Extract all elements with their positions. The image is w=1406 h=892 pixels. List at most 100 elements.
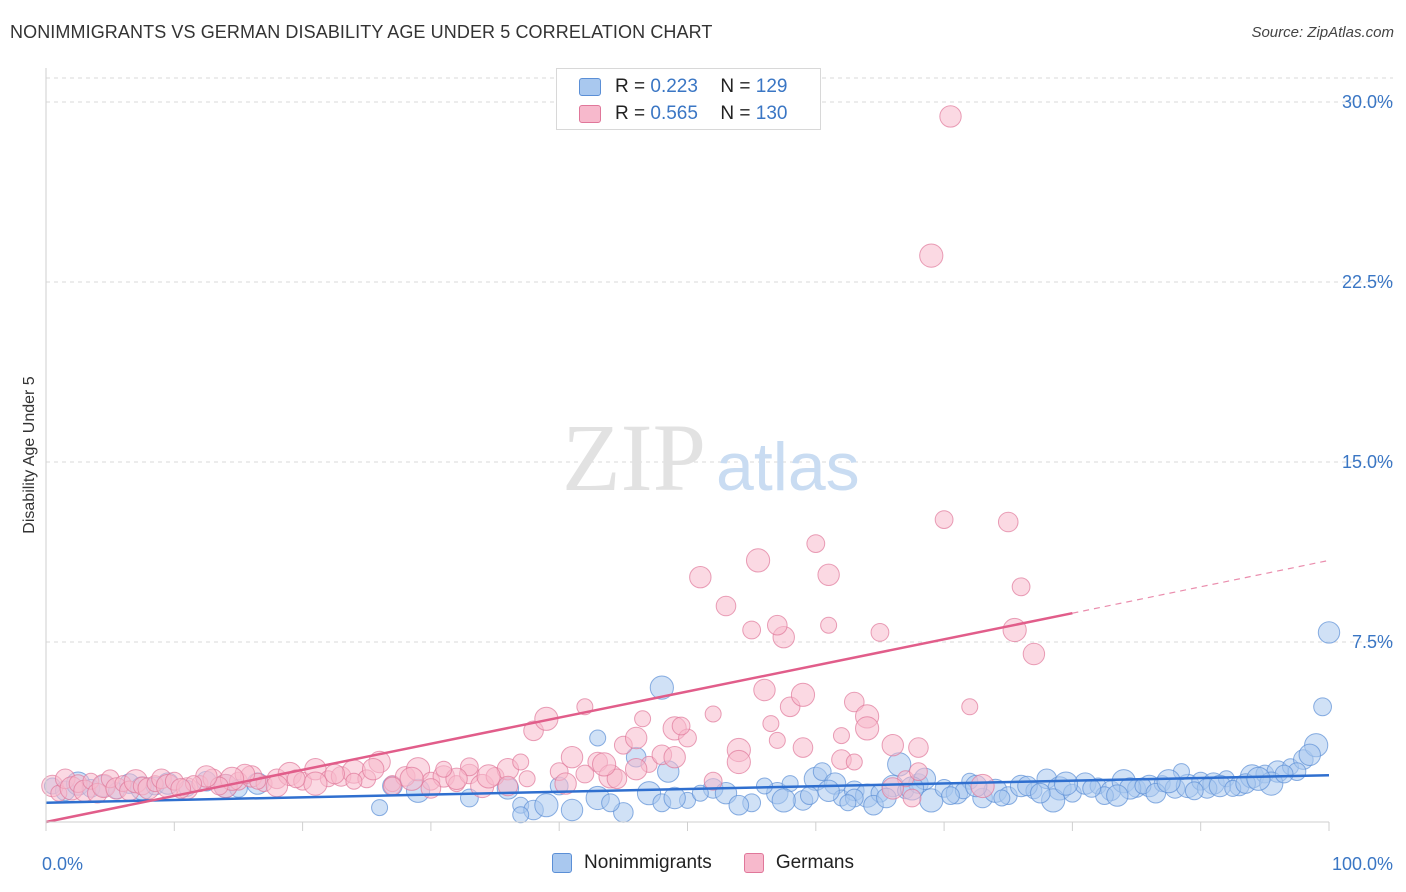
point-germans — [1011, 577, 1031, 597]
chart-title: NONIMMIGRANTS VS GERMAN DISABILITY AGE U… — [10, 22, 713, 42]
point-germans — [908, 737, 929, 758]
point-nonimmigrants — [1274, 764, 1294, 784]
trend-lines — [45, 559, 1330, 824]
point-germans — [592, 752, 617, 777]
point-germans — [855, 716, 880, 741]
legend-item-germans[interactable]: Germans — [743, 852, 854, 874]
point-germans — [919, 243, 944, 268]
point-nonimmigrants — [1106, 784, 1129, 807]
point-nonimmigrants — [993, 789, 1011, 807]
x-tick-label: 100.0% — [1332, 854, 1393, 874]
point-nonimmigrants — [371, 799, 389, 817]
point-nonimmigrants — [1317, 621, 1341, 644]
point-germans — [726, 749, 751, 775]
n-value-germans: 130 — [755, 103, 788, 124]
n-value-nonimmigrants: 129 — [755, 76, 788, 97]
point-germans — [624, 758, 648, 781]
point-nonimmigrants — [534, 793, 559, 818]
point-nonimmigrants — [771, 788, 796, 813]
point-germans — [832, 727, 850, 745]
point-germans — [497, 775, 519, 797]
point-germans — [715, 595, 737, 617]
point-germans — [383, 776, 402, 796]
point-germans — [703, 771, 723, 791]
series-legend: Nonimmigrants Germans — [0, 852, 1406, 874]
stats-row-germans: R = 0.565 N = 130 — [579, 102, 787, 126]
point-germans — [1002, 617, 1027, 643]
r-value-germans: 0.565 — [650, 103, 698, 124]
point-germans — [820, 616, 838, 634]
point-nonimmigrants — [728, 794, 750, 816]
point-nonimmigrants — [663, 786, 686, 810]
point-germans — [554, 772, 577, 795]
point-germans — [476, 764, 501, 789]
point-germans — [767, 614, 788, 636]
watermark: ZIP atlas — [562, 404, 860, 511]
point-nonimmigrants — [601, 793, 620, 813]
point-germans — [624, 726, 648, 750]
trend-line-germans — [45, 611, 1073, 824]
point-germans — [961, 698, 979, 716]
point-germans — [671, 716, 691, 736]
n-label: N = — [720, 103, 751, 124]
point-germans — [768, 731, 786, 749]
point-nonimmigrants — [1082, 779, 1102, 798]
point-germans — [435, 760, 453, 778]
stats-row-nonimmigrants: R = 0.223 N = 129 — [579, 75, 787, 99]
point-germans — [1022, 642, 1046, 666]
point-nonimmigrants — [589, 729, 607, 747]
point-nonimmigrants — [1156, 769, 1181, 794]
point-germans — [997, 511, 1019, 533]
point-germans — [361, 758, 385, 781]
legend-label-nonimmigrants: Nonimmigrants — [584, 852, 712, 873]
point-germans — [512, 753, 530, 771]
point-nonimmigrants — [941, 786, 960, 805]
point-nonimmigrants — [1313, 697, 1332, 717]
point-nonimmigrants — [649, 675, 674, 700]
point-germans — [560, 746, 584, 769]
point-nonimmigrants — [1030, 782, 1051, 804]
stats-legend: R = 0.223 N = 129 R = 0.565 N = 130 — [556, 68, 821, 130]
tick-labels: 7.5% 15.0% 22.5% 30.0% 0.0% 100.0% — [42, 92, 1393, 874]
trend-line-nonimmigrants — [45, 773, 1330, 805]
y-tick-label: 22.5% — [1342, 272, 1393, 292]
point-germans — [870, 623, 890, 642]
point-germans — [762, 715, 780, 733]
point-germans — [265, 774, 289, 798]
legend-item-nonimmigrants[interactable]: Nonimmigrants — [552, 852, 712, 874]
point-germans — [663, 746, 686, 769]
point-nonimmigrants — [512, 806, 530, 824]
point-germans — [817, 563, 840, 586]
r-label: R = — [615, 76, 646, 97]
point-nonimmigrants — [799, 786, 819, 805]
trend-extension-germans — [1072, 559, 1330, 614]
legend-swatch-nonimmigrants — [552, 853, 573, 873]
point-germans — [459, 757, 479, 777]
point-germans — [806, 534, 826, 553]
legend-swatch-germans — [743, 853, 764, 873]
point-germans — [634, 710, 652, 728]
y-tick-label: 30.0% — [1342, 92, 1393, 112]
point-germans — [909, 762, 928, 781]
point-germans — [704, 705, 722, 723]
watermark-zip: ZIP — [562, 404, 706, 511]
y-tick-label: 15.0% — [1342, 452, 1393, 472]
x-tick-label: 0.0% — [42, 854, 83, 874]
point-germans — [745, 548, 771, 573]
point-germans — [345, 772, 363, 790]
series-nonimmigrants — [43, 621, 1341, 824]
n-label: N = — [720, 76, 751, 97]
point-germans — [303, 771, 328, 796]
point-germans — [575, 764, 595, 784]
source-credit: Source: ZipAtlas.com — [1251, 24, 1394, 41]
point-germans — [399, 766, 424, 791]
point-germans — [753, 678, 776, 702]
r-label: R = — [615, 103, 646, 124]
point-germans — [934, 510, 954, 529]
point-germans — [790, 682, 816, 707]
watermark-atlas: atlas — [716, 429, 860, 505]
point-germans — [843, 691, 865, 713]
point-germans — [902, 788, 922, 808]
point-nonimmigrants — [1184, 781, 1204, 801]
